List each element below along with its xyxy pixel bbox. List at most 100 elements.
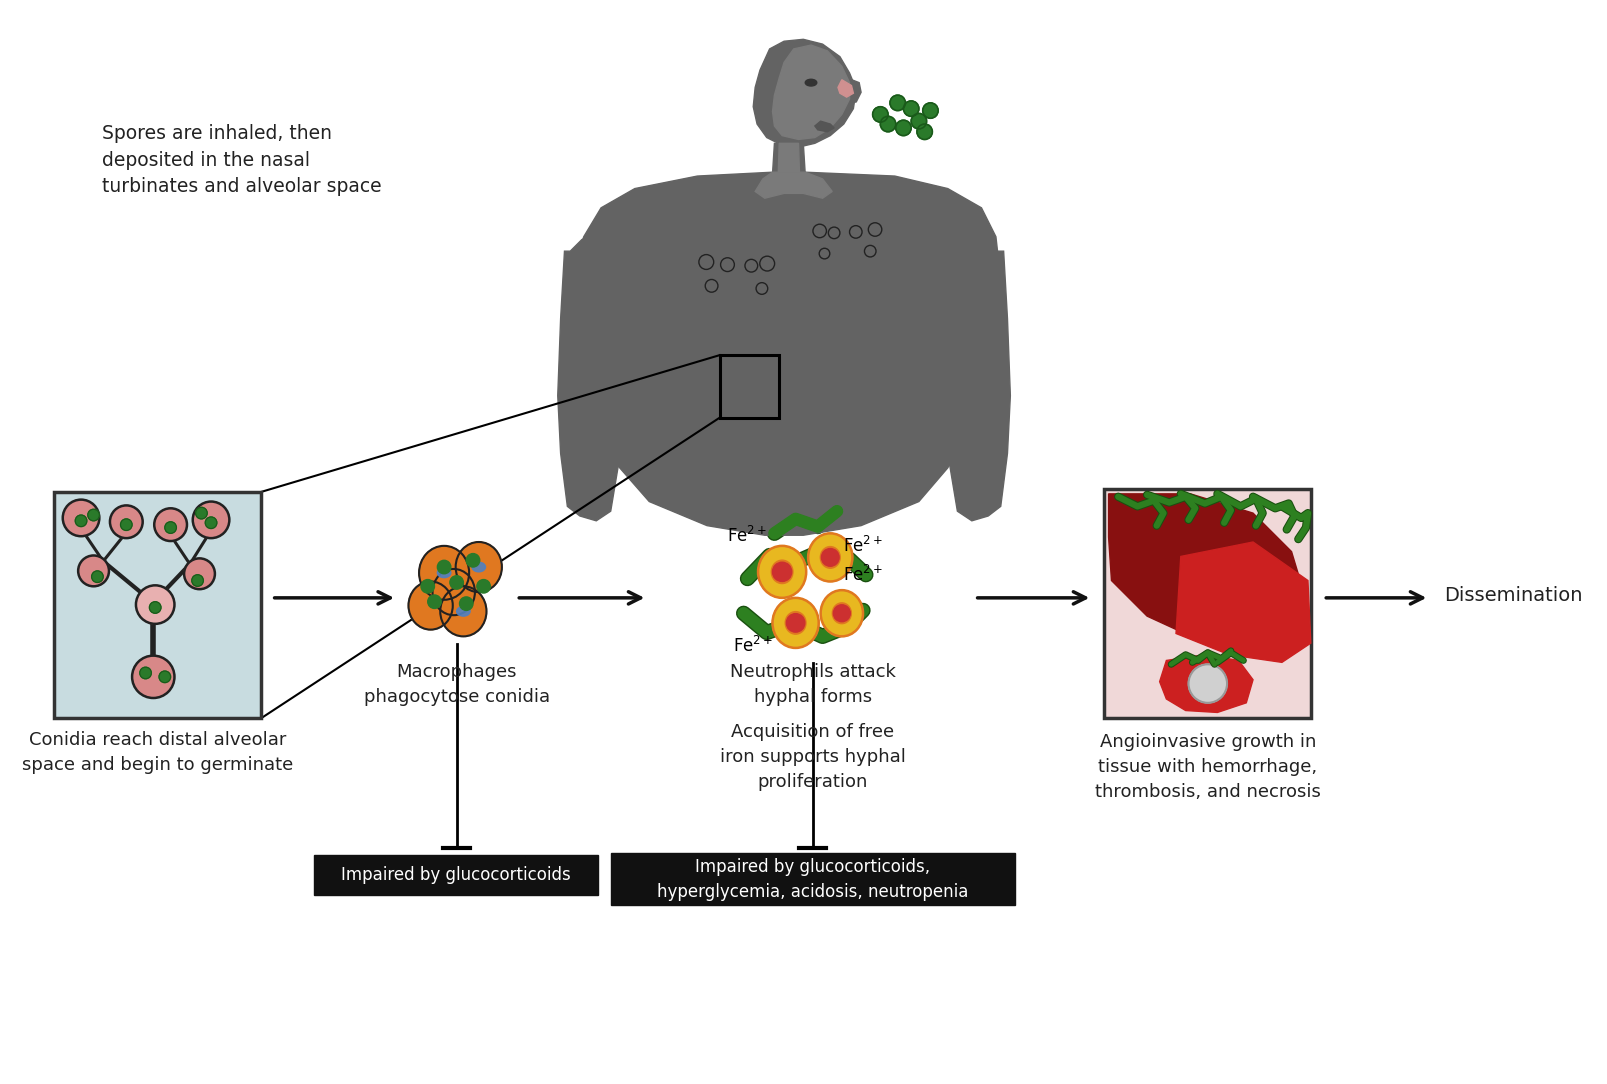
- Polygon shape: [773, 143, 805, 175]
- Circle shape: [460, 597, 472, 610]
- Circle shape: [834, 605, 850, 622]
- Circle shape: [427, 595, 442, 608]
- Circle shape: [813, 224, 826, 237]
- Text: Dissemination: Dissemination: [1443, 586, 1583, 606]
- Polygon shape: [773, 46, 850, 140]
- Ellipse shape: [821, 590, 863, 636]
- Text: Conidia reach distal alveolar
space and begin to germinate: Conidia reach distal alveolar space and …: [22, 731, 294, 774]
- Circle shape: [92, 571, 103, 582]
- Text: Angioinvasive growth in
tissue with hemorrhage,
thrombosis, and necrosis: Angioinvasive growth in tissue with hemo…: [1094, 733, 1321, 801]
- Text: Neutrophils attack
hyphal forms: Neutrophils attack hyphal forms: [730, 663, 895, 707]
- Circle shape: [137, 585, 175, 624]
- Circle shape: [850, 225, 861, 238]
- Circle shape: [1189, 664, 1228, 702]
- Polygon shape: [778, 169, 799, 208]
- Circle shape: [140, 667, 151, 679]
- Circle shape: [76, 515, 87, 527]
- Ellipse shape: [456, 607, 471, 616]
- Circle shape: [88, 509, 100, 520]
- Circle shape: [196, 507, 207, 519]
- Circle shape: [922, 103, 938, 118]
- Ellipse shape: [808, 533, 852, 581]
- Polygon shape: [736, 295, 763, 323]
- Polygon shape: [805, 203, 882, 461]
- Polygon shape: [937, 227, 1011, 520]
- Polygon shape: [815, 121, 834, 132]
- Polygon shape: [1160, 655, 1253, 712]
- Circle shape: [154, 508, 186, 541]
- Circle shape: [895, 120, 911, 136]
- Circle shape: [185, 558, 215, 590]
- Bar: [313, 855, 598, 895]
- Ellipse shape: [805, 79, 816, 86]
- Circle shape: [159, 671, 170, 683]
- Circle shape: [149, 602, 161, 614]
- Bar: [55, 492, 260, 719]
- Text: Fe$^{2+}$: Fe$^{2+}$: [733, 636, 773, 656]
- Text: Fe$^{2+}$: Fe$^{2+}$: [844, 535, 884, 556]
- Circle shape: [828, 227, 840, 238]
- Ellipse shape: [771, 560, 792, 583]
- Circle shape: [699, 255, 714, 270]
- Circle shape: [918, 124, 932, 140]
- Ellipse shape: [773, 598, 818, 648]
- Text: Acquisition of free
iron supports hyphal
proliferation: Acquisition of free iron supports hyphal…: [720, 723, 906, 791]
- Circle shape: [450, 576, 463, 590]
- Circle shape: [755, 283, 768, 295]
- Circle shape: [437, 560, 452, 573]
- Circle shape: [868, 222, 882, 236]
- Circle shape: [705, 280, 718, 293]
- Circle shape: [746, 259, 757, 272]
- Polygon shape: [755, 172, 832, 198]
- Text: Fe$^{2+}$: Fe$^{2+}$: [728, 526, 768, 546]
- Ellipse shape: [432, 569, 476, 616]
- Bar: [1104, 489, 1311, 719]
- Text: Spores are inhaled, then
deposited in the nasal
turbinates and alveolar space: Spores are inhaled, then deposited in th…: [103, 124, 382, 196]
- Bar: [720, 356, 779, 417]
- Circle shape: [466, 554, 480, 567]
- Circle shape: [873, 106, 889, 122]
- Ellipse shape: [472, 563, 485, 572]
- Text: Fe$^{2+}$: Fe$^{2+}$: [844, 565, 884, 584]
- Circle shape: [865, 245, 876, 257]
- Circle shape: [881, 116, 895, 132]
- Ellipse shape: [408, 581, 453, 630]
- Circle shape: [890, 95, 905, 111]
- Polygon shape: [754, 39, 857, 147]
- Circle shape: [786, 614, 805, 632]
- Text: Macrophages
phagocytose conidia: Macrophages phagocytose conidia: [363, 663, 550, 707]
- Circle shape: [109, 505, 143, 538]
- Circle shape: [911, 114, 927, 129]
- Circle shape: [773, 563, 792, 581]
- Ellipse shape: [440, 586, 487, 636]
- Polygon shape: [1176, 542, 1311, 662]
- Circle shape: [166, 521, 177, 533]
- Ellipse shape: [419, 546, 469, 599]
- Circle shape: [421, 580, 434, 593]
- Polygon shape: [1109, 494, 1306, 650]
- Circle shape: [760, 256, 775, 271]
- Circle shape: [903, 101, 919, 116]
- Circle shape: [121, 519, 132, 530]
- Ellipse shape: [456, 542, 501, 592]
- Circle shape: [820, 248, 829, 259]
- Circle shape: [132, 656, 175, 698]
- Polygon shape: [837, 80, 853, 98]
- Ellipse shape: [759, 546, 807, 598]
- Polygon shape: [778, 143, 799, 172]
- Circle shape: [79, 555, 109, 586]
- Circle shape: [191, 575, 204, 586]
- Text: Impaired by glucocorticoids,
hyperglycemia, acidosis, neutropenia: Impaired by glucocorticoids, hyperglycem…: [657, 857, 969, 901]
- Polygon shape: [570, 172, 1001, 535]
- Polygon shape: [558, 227, 632, 520]
- Ellipse shape: [820, 546, 840, 568]
- Circle shape: [206, 517, 217, 529]
- Circle shape: [193, 502, 230, 538]
- Ellipse shape: [832, 603, 852, 623]
- Circle shape: [821, 549, 839, 566]
- Ellipse shape: [437, 568, 452, 578]
- Polygon shape: [840, 76, 861, 105]
- Circle shape: [477, 580, 490, 593]
- Circle shape: [63, 500, 100, 537]
- Circle shape: [720, 258, 734, 271]
